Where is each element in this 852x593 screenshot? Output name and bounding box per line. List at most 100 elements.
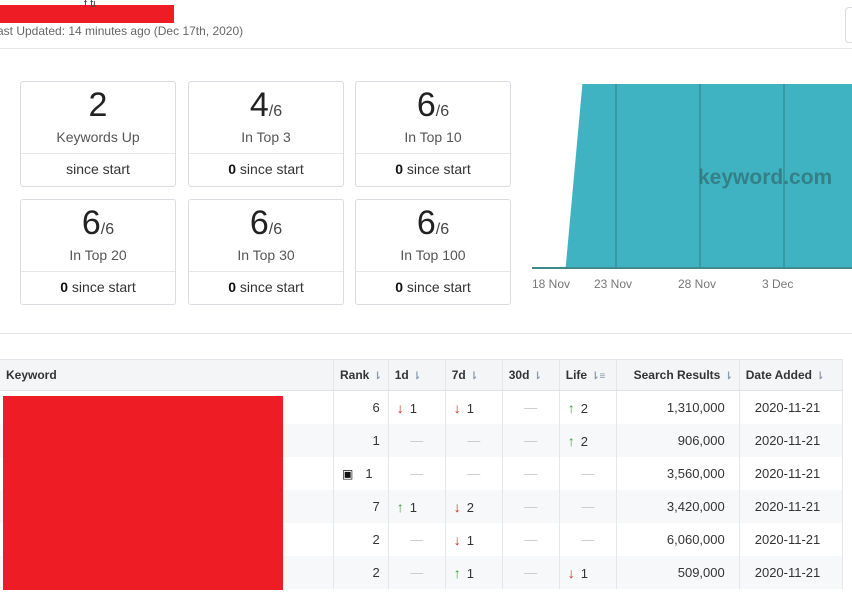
no-change-dash: — [410, 532, 424, 547]
stat-value: 6/6 [189, 204, 343, 243]
last-updated-text: ast Updated: 14 minutes ago (Dec 17th, 2… [0, 24, 244, 38]
no-change-dash: — [581, 466, 595, 481]
card-divider [189, 153, 343, 154]
sort-icon: ⇂≡ [591, 371, 606, 382]
search-results-cell: 3,420,000 [616, 490, 740, 523]
stat-denominator: /6 [435, 103, 450, 120]
stat-change: 0 [60, 279, 69, 295]
column-header-30d[interactable]: 30d ⇂ [502, 359, 560, 391]
change-value: 2 [580, 400, 588, 416]
rank-value: 7 [372, 499, 380, 514]
date-added-cell: 2020-11-21 [739, 556, 843, 589]
sort-icon: ⇂ [533, 371, 542, 382]
chart-watermark: keyword.com [698, 166, 832, 189]
change-value: 1 [409, 400, 417, 416]
no-change-dash: — [467, 433, 481, 448]
column-header-label: 1d [394, 368, 409, 382]
change-value: 1 [580, 565, 588, 581]
change-life-cell: ↓ 1 [559, 556, 617, 589]
arrow-down-icon: ↓ [396, 399, 404, 416]
stat-denominator: /6 [268, 103, 283, 120]
search-results-cell: 6,060,000 [616, 523, 740, 556]
column-header-search-results[interactable]: Search Results ⇂ [616, 359, 740, 391]
card-divider [356, 271, 510, 272]
arrow-up-icon: ↑ [396, 498, 404, 515]
stat-label: In Top 30 [237, 247, 295, 263]
change-value: 1 [466, 532, 474, 548]
stat-since-start: 0 since start [228, 161, 304, 177]
stat-number: 6 [81, 204, 101, 242]
no-change-dash: — [524, 400, 538, 415]
change-life-cell: ↑ 2 [559, 424, 617, 457]
change-7d-cell: — [445, 457, 503, 490]
change-7d-cell: — [445, 424, 503, 457]
column-header-label: 7d [451, 368, 466, 382]
stat-change: 0 [228, 161, 237, 177]
change-life-cell: — [559, 490, 617, 523]
column-header-label: Date Added [745, 368, 812, 382]
rank-value: 6 [372, 400, 380, 415]
x-tick-label: 18 Nov [532, 277, 570, 291]
card-divider [21, 271, 175, 272]
rank-value: 1 [372, 433, 380, 448]
change-30d-cell: — [502, 390, 560, 424]
rank-cell: 7 [333, 490, 389, 523]
change-1d-cell: — [388, 556, 446, 589]
column-header-life[interactable]: Life ⇂≡ [559, 359, 617, 391]
change-7d-cell: ↑ 1 [445, 556, 503, 589]
arrow-down-icon: ↓ [453, 399, 461, 416]
change-30d-cell: — [502, 523, 560, 556]
page-title-fragment: f ti [84, 0, 96, 10]
stat-card: 6/6 In Top 100 0 since start [355, 199, 511, 305]
stat-label: Keywords Up [56, 129, 140, 145]
no-change-dash: — [524, 499, 538, 514]
arrow-down-icon: ↓ [567, 564, 575, 581]
no-change-dash: — [410, 466, 424, 481]
column-header-keyword[interactable]: Keyword [0, 359, 334, 391]
stat-card: 6/6 In Top 20 0 since start [20, 199, 176, 305]
card-divider [189, 271, 343, 272]
column-header-label: Rank [340, 368, 370, 382]
stat-number: 6 [416, 86, 436, 124]
column-header-7d[interactable]: 7d ⇂ [445, 359, 503, 391]
change-1d-cell: — [388, 523, 446, 556]
header-action-button[interactable] [845, 7, 852, 43]
column-header-date-added[interactable]: Date Added ⇂ [739, 359, 843, 391]
stat-card: 6/6 In Top 10 0 since start [355, 81, 511, 187]
change-7d-cell: ↓ 1 [445, 523, 503, 556]
sort-icon: ⇂ [469, 371, 479, 382]
no-change-dash: — [467, 466, 481, 481]
column-header-1d[interactable]: 1d ⇂ [388, 359, 446, 391]
sort-icon: ⇂ [412, 371, 422, 382]
no-change-dash: — [524, 532, 538, 547]
stat-since-start: 0 since start [228, 279, 304, 295]
table-row[interactable]: 2— ↓ 1— —6,060,000 2020-11-21 [0, 523, 843, 556]
stat-number: 6 [249, 204, 269, 242]
search-results-cell: 3,560,000 [616, 457, 740, 490]
stat-value: 2 [21, 86, 175, 125]
change-1d-cell: — [388, 424, 446, 457]
column-header-rank[interactable]: Rank ⇂ [333, 359, 389, 391]
date-added-cell: 2020-11-21 [739, 390, 843, 424]
change-value: 1 [466, 400, 474, 416]
no-change-dash: — [524, 466, 538, 481]
x-tick-label: 28 Nov [678, 277, 716, 291]
rank-cell: 6 [333, 390, 389, 424]
section-divider [0, 333, 852, 334]
search-results-cell: 906,000 [616, 424, 740, 457]
change-7d-cell: ↓ 2 [445, 490, 503, 523]
chart-series-area-1 [532, 84, 852, 268]
stat-change: 0 [395, 161, 404, 177]
stat-label: In Top 100 [400, 247, 466, 263]
stat-number: 2 [88, 86, 108, 124]
sort-icon: ⇂ [373, 371, 382, 382]
date-added-cell: 2020-11-21 [739, 523, 843, 556]
change-30d-cell: — [502, 424, 560, 457]
stat-card: 6/6 In Top 30 0 since start [188, 199, 344, 305]
stat-change: 0 [228, 279, 237, 295]
stat-since-start: since start [66, 161, 130, 177]
stat-label: In Top 3 [241, 129, 291, 145]
sort-icon: ⇂ [724, 371, 733, 382]
change-value: 1 [409, 499, 417, 515]
rank-value: 2 [372, 565, 380, 580]
